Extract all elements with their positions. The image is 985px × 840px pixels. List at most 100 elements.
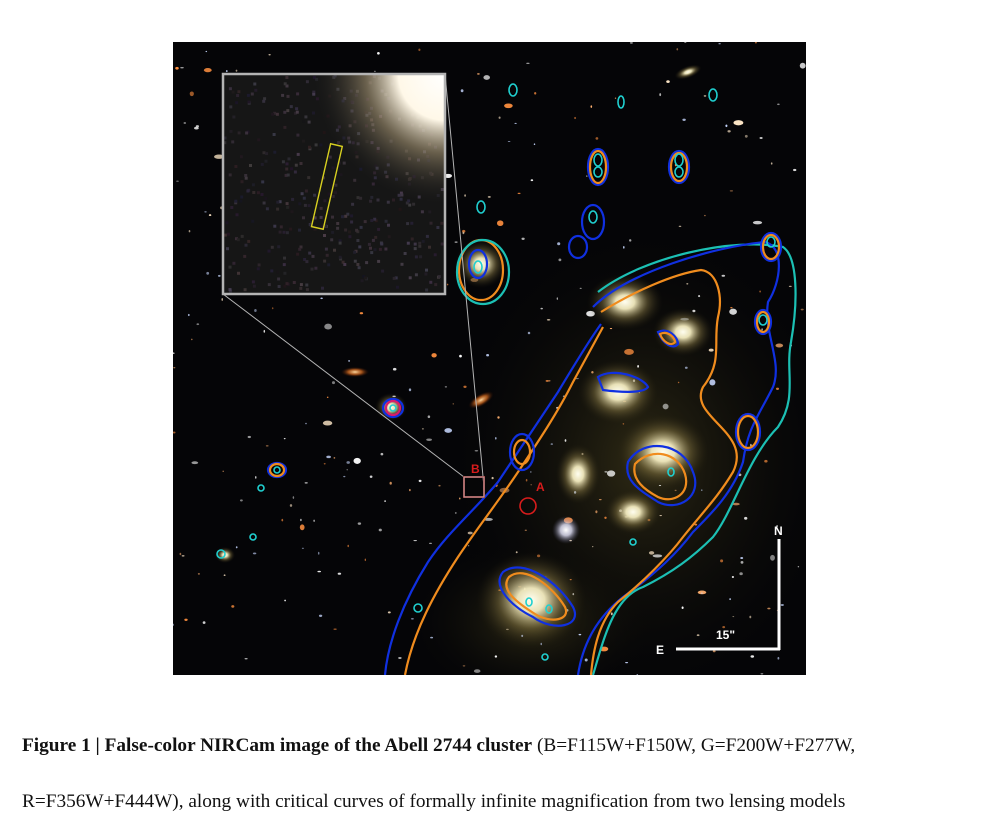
background-galaxy bbox=[217, 274, 221, 277]
background-galaxy bbox=[317, 570, 321, 573]
background-galaxy bbox=[598, 498, 602, 501]
background-galaxy bbox=[343, 475, 346, 478]
background-galaxy bbox=[214, 154, 224, 159]
background-galaxy bbox=[289, 504, 293, 507]
background-galaxy bbox=[606, 470, 616, 477]
background-galaxy bbox=[409, 488, 411, 492]
background-galaxy bbox=[268, 54, 271, 56]
background-galaxy bbox=[752, 220, 763, 225]
background-galaxy bbox=[514, 122, 517, 124]
background-galaxy bbox=[749, 615, 752, 619]
background-galaxy bbox=[202, 621, 206, 624]
background-galaxy bbox=[504, 103, 513, 109]
background-galaxy bbox=[497, 416, 500, 419]
background-galaxy bbox=[761, 328, 763, 331]
compass-north-label: N bbox=[774, 524, 783, 538]
background-galaxy bbox=[283, 437, 286, 440]
background-galaxy bbox=[595, 510, 598, 514]
background-galaxy bbox=[729, 190, 734, 192]
background-galaxy bbox=[496, 220, 504, 227]
background-galaxy bbox=[788, 285, 792, 288]
background-galaxy bbox=[413, 540, 417, 542]
background-galaxy bbox=[709, 379, 716, 386]
background-galaxy bbox=[775, 387, 780, 390]
background-galaxy bbox=[324, 323, 332, 330]
background-galaxy bbox=[426, 438, 432, 441]
background-galaxy bbox=[467, 531, 473, 535]
background-galaxy bbox=[359, 312, 364, 315]
background-galaxy bbox=[495, 436, 497, 440]
background-galaxy bbox=[491, 476, 494, 480]
background-galaxy bbox=[527, 331, 531, 335]
background-galaxy bbox=[533, 143, 536, 146]
background-galaxy bbox=[731, 576, 735, 578]
background-galaxy bbox=[517, 192, 521, 195]
background-galaxy bbox=[221, 298, 223, 301]
background-galaxy bbox=[191, 338, 193, 341]
background-galaxy bbox=[793, 168, 797, 172]
background-galaxy bbox=[281, 518, 284, 522]
background-galaxy bbox=[206, 271, 210, 275]
background-galaxy bbox=[474, 450, 479, 452]
background-galaxy bbox=[733, 120, 744, 126]
background-galaxy bbox=[438, 484, 441, 487]
background-galaxy bbox=[181, 555, 185, 557]
background-galaxy bbox=[460, 89, 464, 93]
background-galaxy bbox=[183, 122, 187, 124]
background-galaxy bbox=[173, 367, 176, 369]
background-galaxy bbox=[231, 605, 235, 608]
background-galaxy bbox=[740, 557, 744, 559]
background-galaxy bbox=[410, 618, 414, 620]
background-galaxy bbox=[175, 66, 179, 70]
background-galaxy bbox=[184, 618, 188, 621]
background-galaxy bbox=[299, 524, 305, 531]
background-galaxy bbox=[203, 67, 212, 73]
background-galaxy bbox=[180, 67, 184, 69]
background-galaxy bbox=[494, 655, 498, 658]
background-galaxy bbox=[204, 211, 207, 213]
background-galaxy bbox=[380, 452, 384, 456]
caption-line-1: Figure 1 | False-color NIRCam image of t… bbox=[22, 718, 967, 774]
background-galaxy bbox=[564, 439, 567, 442]
background-galaxy bbox=[759, 137, 763, 139]
markers: B A bbox=[463, 462, 545, 515]
background-galaxy bbox=[610, 612, 613, 616]
cluster-image-svg: B A N E 15" bbox=[173, 42, 806, 675]
background-galaxy bbox=[750, 443, 752, 447]
background-galaxy bbox=[364, 558, 366, 562]
background-galaxy bbox=[530, 484, 533, 486]
background-galaxy bbox=[725, 124, 728, 128]
background-galaxy bbox=[648, 551, 655, 555]
background-galaxy bbox=[682, 118, 686, 121]
inner-contours bbox=[216, 83, 776, 661]
background-galaxy bbox=[225, 70, 228, 73]
background-galaxy bbox=[701, 489, 703, 491]
background-galaxy bbox=[684, 366, 688, 369]
background-galaxy bbox=[305, 422, 307, 425]
background-galaxy bbox=[454, 241, 458, 243]
background-galaxy bbox=[459, 354, 462, 358]
background-galaxy bbox=[444, 428, 453, 433]
marker-a-circle bbox=[519, 497, 537, 515]
scale-bar-label: 15" bbox=[716, 628, 735, 642]
background-galaxy bbox=[196, 323, 200, 326]
label-point-a: A bbox=[536, 480, 545, 494]
background-galaxy bbox=[759, 290, 761, 293]
background-galaxy bbox=[584, 658, 588, 662]
background-galaxy bbox=[579, 287, 582, 290]
background-galaxy bbox=[556, 297, 558, 300]
nircam-false-color-image: B A N E 15" bbox=[173, 42, 806, 675]
background-galaxy bbox=[173, 431, 176, 434]
caption-line-2: R=F356W+F444W), along with critical curv… bbox=[22, 791, 846, 812]
background-galaxy bbox=[740, 561, 744, 564]
background-galaxy bbox=[292, 496, 295, 500]
background-galaxy bbox=[473, 669, 481, 673]
background-galaxy bbox=[727, 130, 731, 133]
background-galaxy bbox=[524, 529, 527, 531]
inset-zoom-panel bbox=[221, 72, 447, 296]
background-galaxy bbox=[722, 626, 726, 629]
background-galaxy bbox=[464, 194, 467, 197]
background-galaxy bbox=[525, 478, 528, 482]
background-galaxy bbox=[548, 380, 551, 382]
background-galaxy bbox=[235, 546, 238, 549]
